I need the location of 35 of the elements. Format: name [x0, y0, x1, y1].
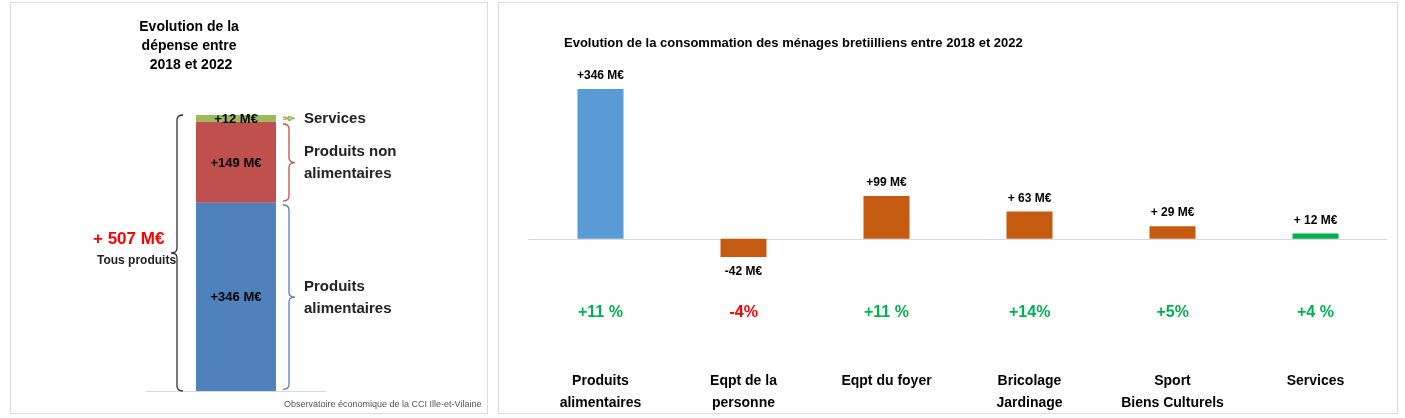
x-tick-label: Sport Biens Culturels [1121, 372, 1225, 410]
text: +11 % [578, 302, 623, 321]
data-label: + 29 M€ [1150, 205, 1195, 220]
data-label: +346 M€ [576, 68, 625, 82]
text: Tous produits [97, 253, 177, 267]
chart-title: Evolution de la consommation des ménages bretiilliens entre 2018 et 2022 [564, 35, 1023, 50]
text: -4% [729, 302, 758, 321]
bar [863, 195, 910, 239]
data-label: -42 M€ [724, 264, 763, 278]
text: +11 % [864, 302, 909, 321]
data-label: +12 M€ [214, 110, 258, 126]
series-label: Produits non alimentaires [304, 141, 398, 184]
data-label: +99 M€ [866, 174, 908, 189]
text: +5% [1156, 302, 1189, 321]
text: +14% [1009, 302, 1051, 321]
data-label: + 63 M€ [1007, 190, 1052, 205]
total-label: + 507 M€ [93, 229, 165, 249]
data-label: +149 M€ [210, 154, 262, 170]
x-tick-label: Produits alimentaires [559, 372, 642, 410]
x-tick-label: Eqpt du foyer [841, 372, 933, 388]
bar [577, 89, 624, 239]
bar [720, 238, 767, 257]
x-tick-label: Eqpt de la personne [710, 372, 778, 410]
text: +4 % [1297, 302, 1334, 321]
x-tick-label: Bricolage Jardinage [996, 372, 1063, 410]
legend-label: Services [304, 108, 367, 129]
x-tick-label: Services [1286, 372, 1345, 388]
chart-title: Evolution de la dépense entre 2018 et 2022 [139, 17, 243, 72]
bar [1006, 211, 1053, 239]
data-label: + 12 M€ [1293, 212, 1338, 227]
data-label: +346 M€ [210, 289, 262, 305]
bar [1149, 226, 1196, 239]
bar [1292, 233, 1339, 239]
series-label: Produits alimentaires [304, 275, 393, 318]
text: Observatoire économique de la CCI Ille-et-Vilaine [284, 399, 482, 409]
